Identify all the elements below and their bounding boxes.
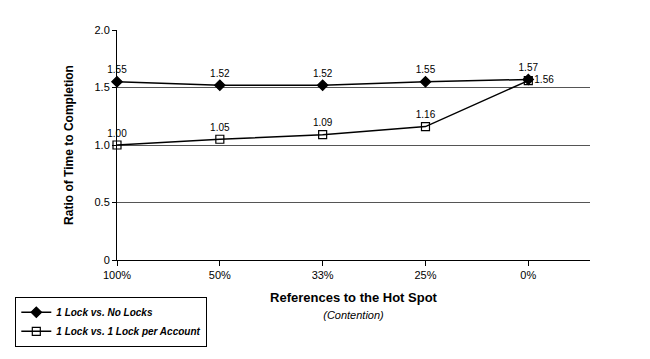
svg-text:1.52: 1.52 [210, 68, 230, 79]
svg-text:1.05: 1.05 [210, 122, 230, 133]
svg-text:1.52: 1.52 [313, 68, 333, 79]
svg-text:References to the Hot Spot(Con: References to the Hot Spot(Contention) [270, 290, 438, 321]
svg-text:25%: 25% [414, 269, 436, 281]
svg-text:100%: 100% [103, 269, 131, 281]
svg-text:1.56: 1.56 [534, 74, 554, 85]
svg-text:33%: 33% [312, 269, 334, 281]
svg-text:1 Lock vs. No Locks: 1 Lock vs. No Locks [56, 307, 153, 318]
svg-text:1.0: 1.0 [95, 139, 110, 151]
svg-text:Ratio of Time to Completion: Ratio of Time to Completion [62, 65, 76, 225]
svg-text:1.57: 1.57 [519, 62, 539, 73]
svg-text:2.0: 2.0 [95, 24, 110, 36]
svg-text:1 Lock vs. 1 Lock per Account: 1 Lock vs. 1 Lock per Account [56, 326, 200, 337]
svg-text:0%: 0% [520, 269, 536, 281]
svg-text:1.55: 1.55 [416, 64, 436, 75]
svg-text:0.5: 0.5 [95, 196, 110, 208]
svg-text:1.09: 1.09 [313, 117, 333, 128]
svg-text:50%: 50% [209, 269, 231, 281]
svg-text:1.00: 1.00 [107, 128, 127, 139]
svg-text:1.55: 1.55 [107, 64, 127, 75]
svg-text:1.16: 1.16 [416, 109, 436, 120]
svg-text:0: 0 [104, 254, 110, 266]
svg-text:1.5: 1.5 [95, 81, 110, 93]
